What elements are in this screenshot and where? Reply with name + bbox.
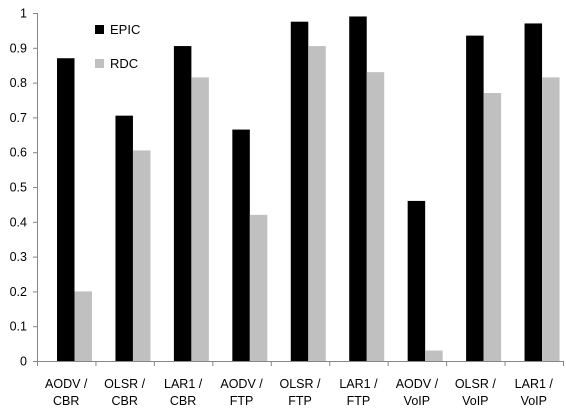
x-tick-label-line: LAR1 / (515, 377, 554, 391)
x-tick-label-line: CBR (53, 394, 79, 408)
bar-epic (115, 115, 133, 361)
x-tick-label-line: VoIP (462, 394, 488, 408)
x-tick-label-line: CBR (170, 394, 196, 408)
x-tick-label-line: LAR1 / (339, 377, 378, 391)
bar-rdc (132, 150, 151, 361)
y-tick-label: 0.1 (10, 320, 27, 334)
x-tick-label: AODV / FTP (220, 377, 263, 408)
x-tick-label-line: OLSR / (104, 377, 146, 391)
x-tick-label-line: OLSR / (455, 377, 497, 391)
bar-epic (57, 58, 75, 362)
bar-epic (232, 129, 250, 361)
bar-rdc (308, 46, 326, 362)
x-tick-label-line: CBR (111, 394, 137, 408)
legend-item-rdc: RDC (95, 56, 138, 71)
axes (37, 13, 563, 362)
x-tick-label-line: AODV / (45, 377, 88, 391)
bar-epic (524, 23, 543, 361)
bar-rdc (191, 77, 209, 361)
x-tick-label: OLSR / FTP (280, 377, 322, 408)
x-tick-label-line: FTP (230, 394, 254, 408)
y-tick-label: 0.5 (10, 181, 27, 195)
legend-label: RDC (110, 56, 138, 71)
x-tick-label-line: AODV / (396, 377, 439, 391)
y-tick-label: 0.7 (10, 111, 27, 125)
y-tick-label: 1 (20, 7, 27, 21)
bar-rdc (74, 291, 92, 361)
bar-rdc (366, 72, 385, 361)
bar-epic (407, 200, 426, 361)
x-tick-label: OLSR / VoIP (455, 377, 497, 408)
y-tick-label: 0.4 (10, 215, 27, 229)
x-tick-label: OLSR / CBR (104, 377, 146, 408)
legend-item-epic: EPIC (95, 22, 140, 37)
bars (57, 16, 560, 362)
y-tick-label: 0.9 (10, 41, 27, 55)
x-tick-label: LAR1 / CBR (164, 377, 203, 408)
x-tick-label: AODV / VoIP (396, 377, 439, 408)
x-tick-label-line: VoIP (521, 394, 547, 408)
legend-label: EPIC (110, 22, 140, 37)
y-tick-label: 0.6 (10, 146, 27, 160)
x-tick-label-line: LAR1 / (164, 377, 203, 391)
bar-epic (290, 21, 309, 361)
bar-rdc (542, 77, 560, 361)
legend-swatch (95, 25, 104, 34)
x-tick-label-line: FTP (347, 394, 371, 408)
bar-epic (173, 46, 192, 362)
bar-epic (466, 35, 484, 362)
y-tick-label: 0.2 (10, 285, 27, 299)
x-tick-label-line: AODV / (220, 377, 263, 391)
legend: EPIC RDC (95, 22, 140, 71)
legend-swatch (95, 59, 104, 68)
bar-rdc (483, 93, 502, 361)
x-tick-label: AODV / CBR (45, 377, 88, 408)
bar-epic (349, 16, 367, 361)
bar-rdc (425, 350, 443, 361)
x-tick-label-line: VoIP (404, 394, 430, 408)
x-tick-label-line: FTP (288, 394, 312, 408)
bar-rdc (249, 214, 268, 361)
y-tick-label: 0.8 (10, 76, 27, 90)
y-axis-ticks: 0 0.1 0.2 0.3 0.4 0.5 0.6 0.7 0.8 0.9 1 (10, 7, 564, 369)
y-tick-label: 0 (20, 355, 27, 369)
y-tick-label: 0.3 (10, 250, 27, 264)
x-tick-label: LAR1 / VoIP (515, 377, 554, 408)
x-tick-label-line: OLSR / (280, 377, 322, 391)
x-tick-label: LAR1 / FTP (339, 377, 378, 408)
